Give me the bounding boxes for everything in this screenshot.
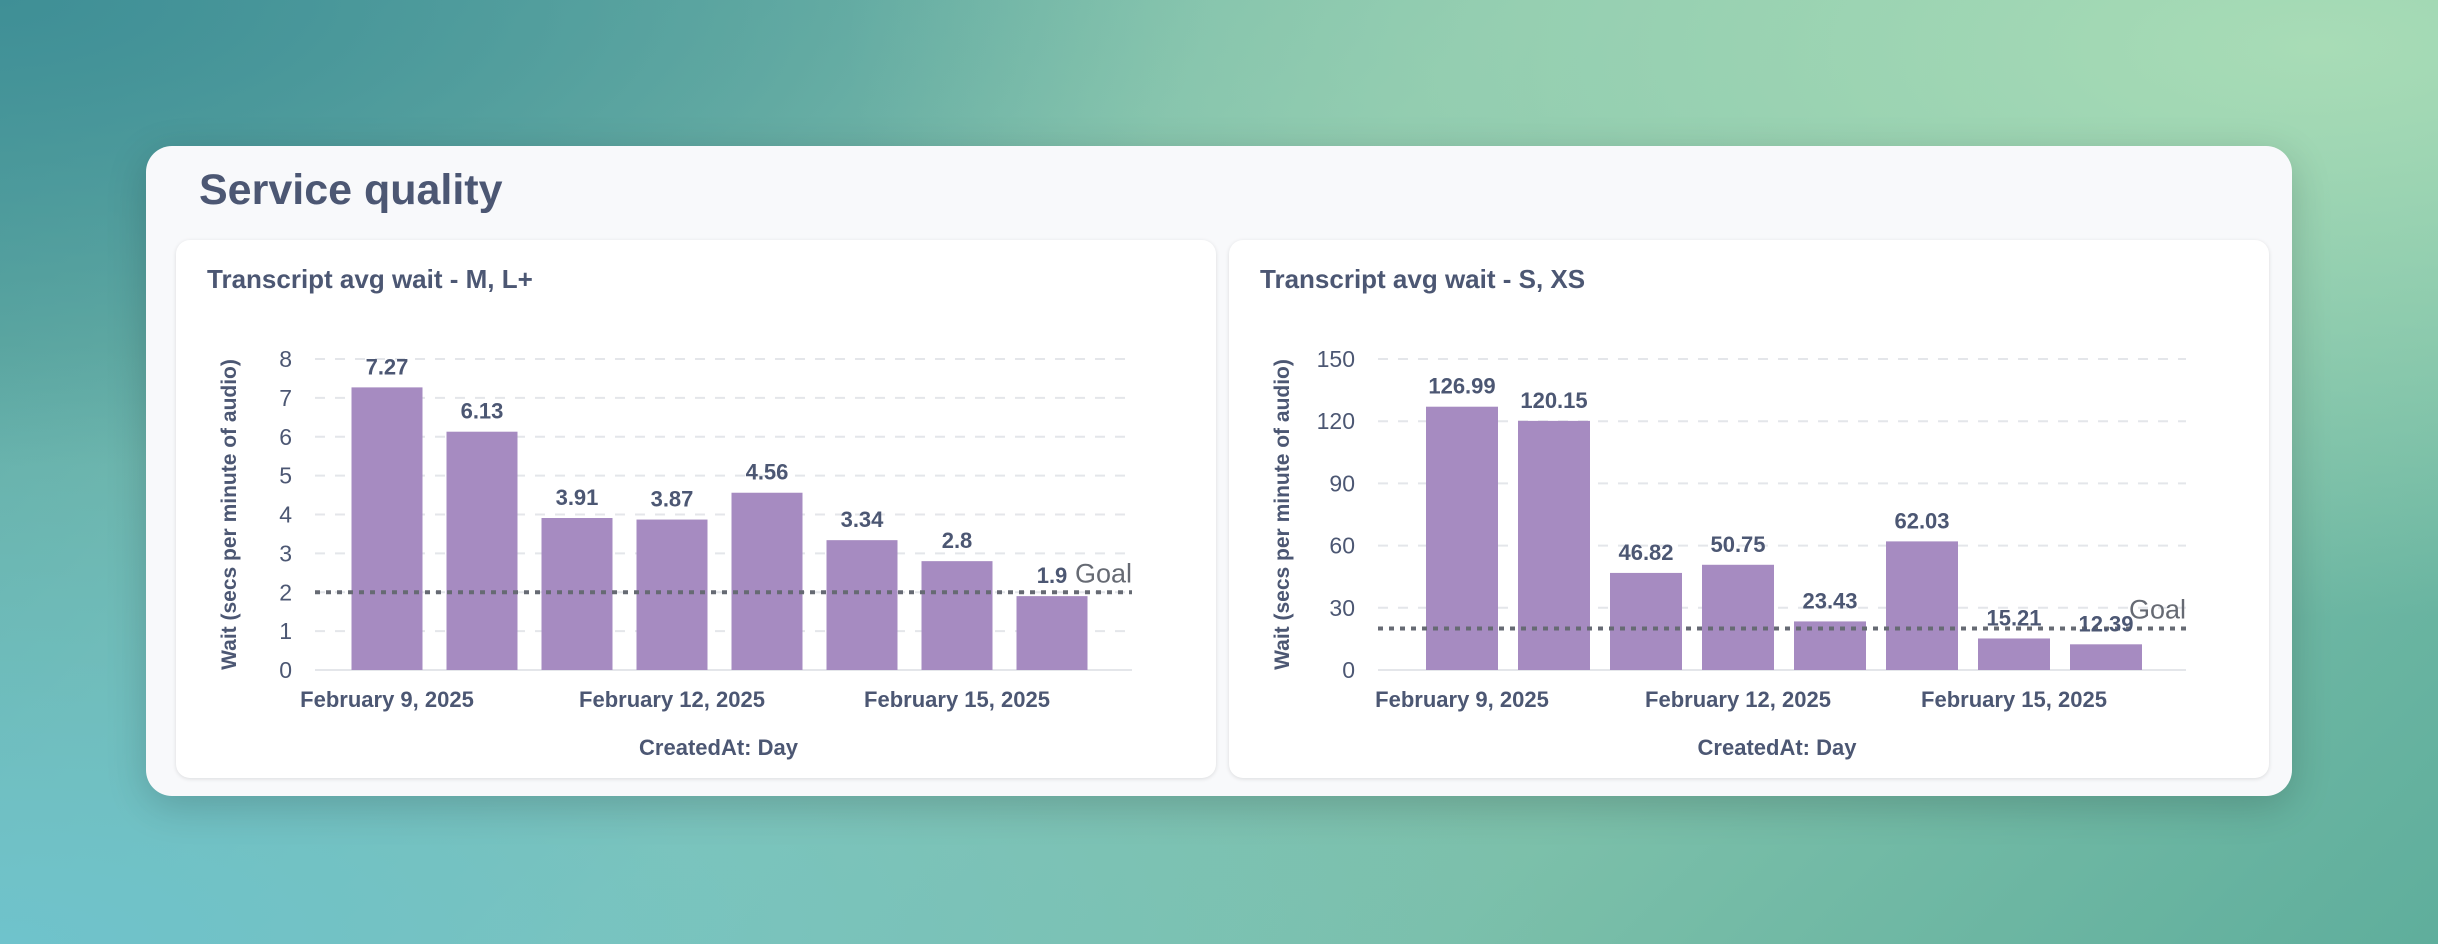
x-tick-label: February 12, 2025 [579,687,765,712]
bar-chart: 0 1 2 3 4 5 6 7 8 Goal 7.27 6.13 3.91 3.87 4.56 3.34 2.8… [218,346,1132,760]
x-axis-label: CreatedAt: Day [639,735,799,760]
data-label: 23.43 [1802,588,1857,613]
x-tick-label: February 9, 2025 [300,687,474,712]
data-label: 50.75 [1710,532,1765,557]
chart-title[interactable]: Transcript avg wait - M, L+ [207,264,533,294]
y-tick-label: 90 [1329,470,1355,496]
data-label: 7.27 [366,354,409,379]
chart-card-m-l[interactable]: Transcript avg wait - M, L+ 0 1 2 3 4 5 6 7 8 Goa… [176,240,1216,778]
data-label: 1.9 [1037,563,1068,588]
y-tick-label: 3 [279,540,292,566]
y-tick-label: 0 [1342,657,1355,683]
x-tick-label: February 12, 2025 [1645,687,1831,712]
data-label: 46.82 [1618,540,1673,565]
y-tick-label: 150 [1317,346,1355,372]
goal-label: Goal [2129,595,2186,625]
bar[interactable] [636,519,708,670]
bar[interactable] [541,517,613,670]
data-label: 6.13 [461,399,504,424]
y-tick-label: 6 [279,424,292,450]
x-tick-label: February 15, 2025 [1921,687,2107,712]
y-axis-label: Wait (secs per minute of audio) [218,359,241,670]
bar[interactable] [1886,541,1958,670]
y-tick-label: 30 [1329,595,1355,621]
y-tick-label: 2 [279,579,292,605]
bar[interactable] [446,431,518,670]
bar[interactable] [731,492,803,670]
bar[interactable] [2070,644,2142,670]
y-tick-label: 8 [279,346,292,372]
chart-card-s-xs[interactable]: Transcript avg wait - S, XS 0 30 60 90 120 15… [1229,240,2269,778]
bar[interactable] [1978,638,2050,670]
bar[interactable] [1518,420,1590,670]
data-label: 3.34 [841,507,885,532]
bar-chart: 0 30 60 90 120 150 Goal 126.99 120.15 46.82 50.75 2… [1271,346,2186,760]
data-label: 12.39 [2078,611,2133,636]
x-tick-label: February 15, 2025 [864,687,1050,712]
data-label: 3.91 [556,485,599,510]
bar[interactable] [1702,564,1774,670]
data-label: 2.8 [942,528,973,553]
data-label: 15.21 [1986,605,2041,630]
data-label: 3.87 [651,487,694,512]
y-tick-label: 5 [279,463,292,489]
data-label: 120.15 [1520,388,1587,413]
bar[interactable] [921,561,993,670]
bar[interactable] [1426,406,1498,670]
y-tick-label: 120 [1317,408,1355,434]
bar[interactable] [1610,572,1682,670]
data-label: 4.56 [746,460,789,485]
y-tick-label: 0 [279,657,292,683]
bar[interactable] [826,540,898,670]
section-title: Service quality [199,166,503,214]
bar[interactable] [1016,596,1088,670]
data-label: 126.99 [1428,374,1495,399]
bar[interactable] [351,387,423,670]
goal-label: Goal [1075,558,1132,588]
y-tick-label: 4 [279,502,292,528]
x-tick-label: February 9, 2025 [1375,687,1549,712]
y-tick-label: 1 [279,618,292,644]
chart-title[interactable]: Transcript avg wait - S, XS [1260,264,1586,294]
data-label: 62.03 [1894,508,1949,533]
y-axis-label: Wait (secs per minute of audio) [1271,359,1294,670]
y-tick-label: 7 [279,385,292,411]
dashboard-section: Service quality Transcript avg wait - M,… [146,146,2292,796]
x-axis-label: CreatedAt: Day [1698,735,1858,760]
y-tick-label: 60 [1329,533,1355,559]
